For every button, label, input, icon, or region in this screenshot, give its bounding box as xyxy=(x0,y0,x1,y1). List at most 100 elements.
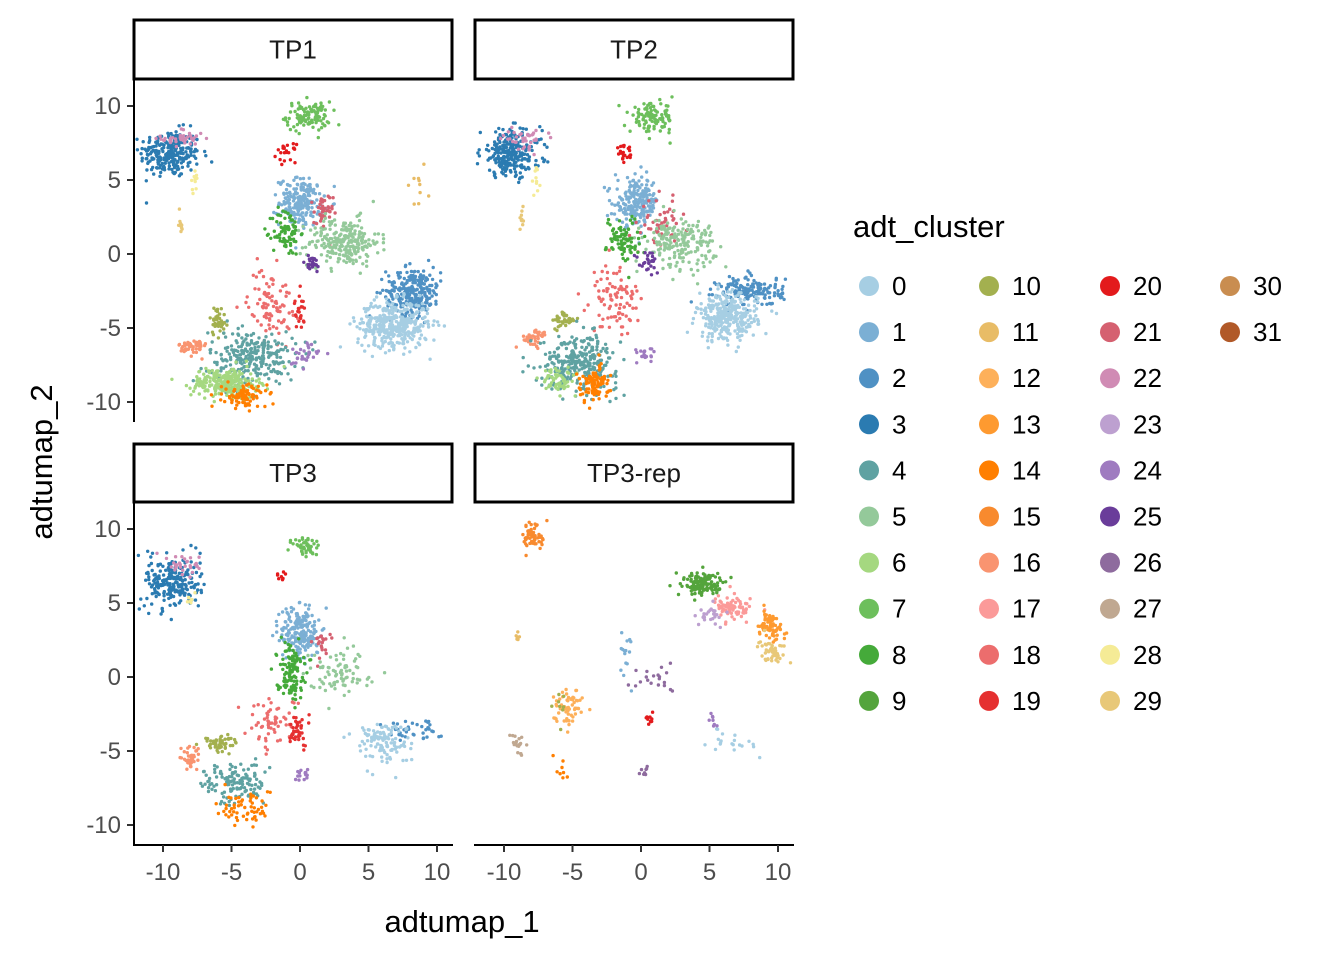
point-cluster-6 xyxy=(217,377,222,382)
point-cluster-14 xyxy=(250,384,254,388)
point-cluster-7 xyxy=(300,552,305,556)
point-cluster-19 xyxy=(297,294,301,298)
point-cluster-0 xyxy=(710,332,714,336)
point-cluster-5 xyxy=(349,221,353,225)
point-cluster-8 xyxy=(283,227,288,231)
point-cluster-4 xyxy=(601,346,605,351)
point-cluster-18 xyxy=(625,285,629,289)
point-cluster-0 xyxy=(690,321,695,325)
point-cluster-8 xyxy=(300,232,304,236)
point-cluster-22 xyxy=(204,136,209,141)
point-cluster-5 xyxy=(667,256,672,261)
point-cluster-18 xyxy=(618,302,623,307)
point-cluster-2 xyxy=(418,275,422,279)
point-cluster-3 xyxy=(167,164,172,168)
point-cluster-14 xyxy=(593,388,597,392)
point-cluster-3 xyxy=(189,153,193,157)
point-cluster-18 xyxy=(268,318,272,322)
point-cluster-0 xyxy=(719,334,723,339)
point-cluster-4 xyxy=(230,332,235,336)
point-cluster-4 xyxy=(281,360,285,365)
point-cluster-20 xyxy=(288,158,293,162)
point-cluster-22 xyxy=(178,565,183,569)
point-cluster-2 xyxy=(739,283,743,288)
point-cluster-0 xyxy=(744,330,749,334)
point-cluster-4 xyxy=(532,366,536,370)
point-cluster-29 xyxy=(177,207,182,211)
point-cluster-2 xyxy=(428,283,432,288)
point-cluster-7 xyxy=(652,114,656,118)
point-cluster-4 xyxy=(313,340,317,344)
point-cluster-3 xyxy=(142,604,146,608)
point-cluster-4 xyxy=(259,364,264,369)
point-cluster-8 xyxy=(265,233,270,237)
point-cluster-5 xyxy=(681,237,685,241)
point-cluster-4 xyxy=(294,342,298,346)
point-cluster-8 xyxy=(276,205,280,209)
point-cluster-22 xyxy=(498,136,503,141)
point-cluster-4 xyxy=(263,341,267,345)
point-cluster-18 xyxy=(282,304,286,308)
point-cluster-8 xyxy=(626,227,631,231)
point-cluster-8 xyxy=(628,248,632,252)
point-cluster-22 xyxy=(516,147,521,151)
point-cluster-24 xyxy=(643,355,648,359)
point-cluster-18 xyxy=(281,319,286,324)
point-cluster-18 xyxy=(287,311,291,315)
point-cluster-0 xyxy=(403,308,407,312)
point-cluster-7 xyxy=(664,104,668,108)
point-cluster-6 xyxy=(546,374,550,379)
point-cluster-0 xyxy=(725,311,730,315)
point-cluster-0 xyxy=(397,324,401,328)
point-cluster-6 xyxy=(227,370,231,374)
point-cluster-6 xyxy=(195,375,199,379)
point-cluster-5 xyxy=(337,252,342,257)
point-cluster-1 xyxy=(629,210,633,214)
point-cluster-4 xyxy=(237,345,241,349)
point-cluster-10 xyxy=(217,316,222,321)
point-cluster-22 xyxy=(158,134,162,138)
point-cluster-0 xyxy=(398,332,403,337)
point-cluster-4 xyxy=(220,357,224,361)
point-cluster-3 xyxy=(177,124,181,128)
point-cluster-5 xyxy=(381,233,385,237)
point-cluster-0 xyxy=(739,317,744,321)
point-cluster-18 xyxy=(264,306,268,310)
point-cluster-6 xyxy=(194,382,199,387)
point-cluster-5 xyxy=(711,256,715,260)
point-cluster-18 xyxy=(252,314,256,318)
point-cluster-18 xyxy=(631,292,635,296)
point-cluster-18 xyxy=(254,275,259,279)
point-cluster-4 xyxy=(209,347,213,352)
point-cluster-4 xyxy=(562,360,566,364)
point-cluster-6 xyxy=(542,380,547,384)
point-cluster-2 xyxy=(430,294,434,298)
point-cluster-4 xyxy=(586,364,590,368)
point-cluster-4 xyxy=(575,381,579,385)
point-cluster-3 xyxy=(149,585,154,589)
point-cluster-5 xyxy=(654,240,659,244)
point-cluster-2 xyxy=(415,287,419,292)
point-cluster-7 xyxy=(644,106,649,110)
point-cluster-5 xyxy=(685,227,690,232)
point-cluster-0 xyxy=(720,321,725,325)
point-cluster-7 xyxy=(316,543,320,547)
point-cluster-0 xyxy=(414,345,418,350)
point-cluster-7 xyxy=(663,112,668,116)
point-cluster-0 xyxy=(736,345,740,349)
point-cluster-22 xyxy=(159,137,163,141)
point-cluster-4 xyxy=(257,336,261,340)
point-cluster-4 xyxy=(219,352,223,357)
point-cluster-3 xyxy=(193,598,198,602)
point-cluster-3 xyxy=(200,572,204,576)
point-cluster-3 xyxy=(157,592,161,597)
point-cluster-28 xyxy=(194,187,198,191)
point-cluster-6 xyxy=(551,378,556,382)
point-cluster-4 xyxy=(274,350,279,354)
point-cluster-4 xyxy=(581,386,586,391)
point-cluster-6 xyxy=(210,368,214,373)
point-cluster-16 xyxy=(531,334,535,338)
point-cluster-5 xyxy=(355,238,360,242)
point-cluster-20 xyxy=(292,147,297,151)
point-cluster-21 xyxy=(647,227,651,231)
